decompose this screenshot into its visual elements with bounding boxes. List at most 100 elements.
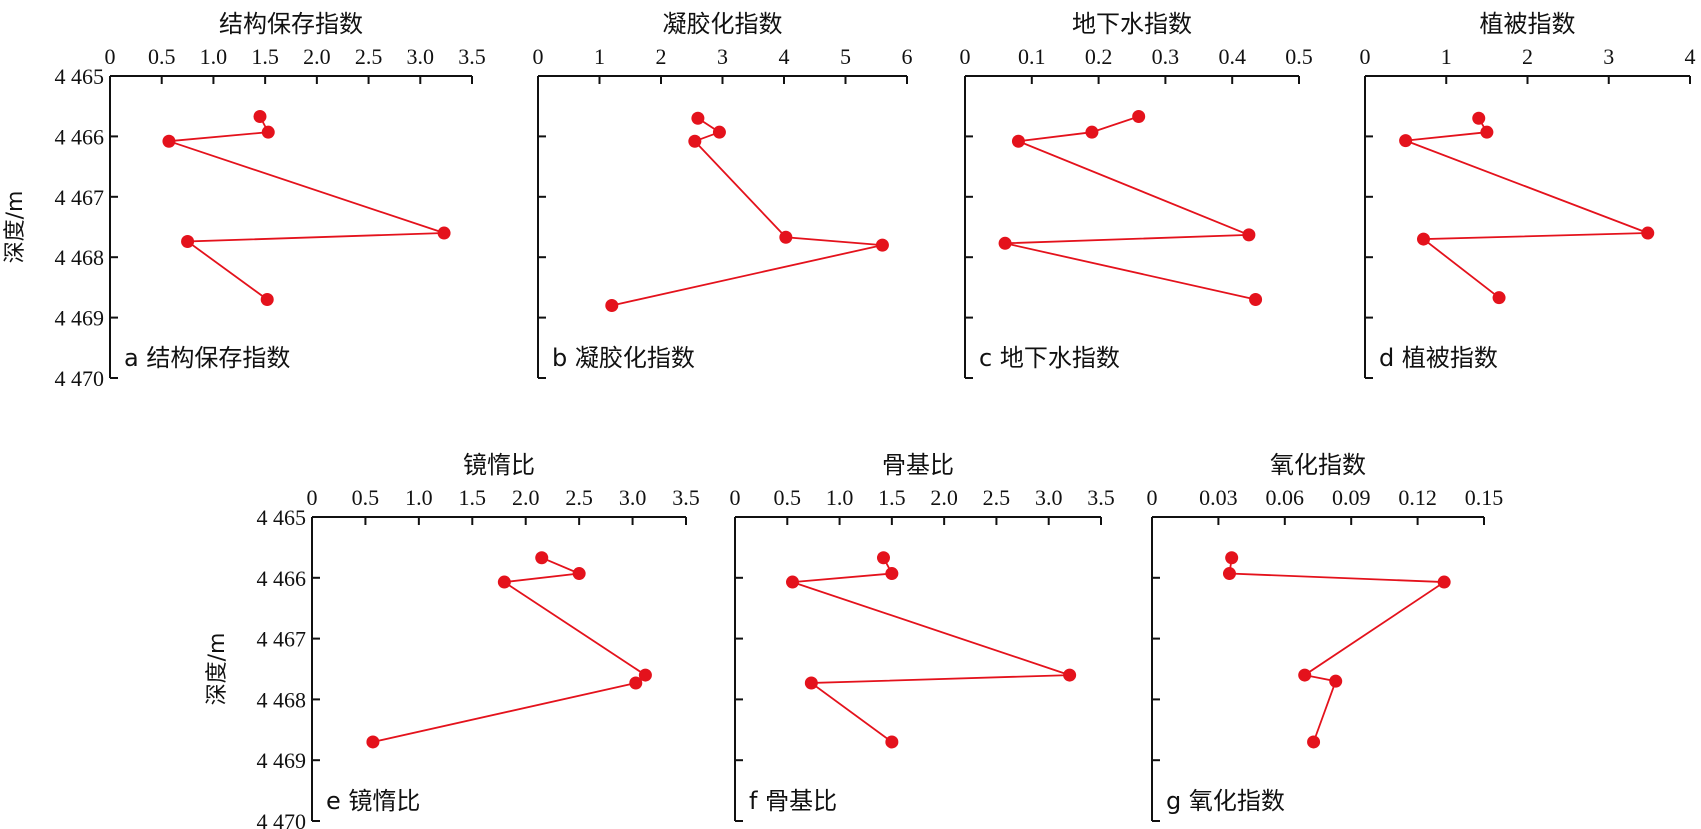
- x-tick-label: 0: [105, 44, 116, 69]
- x-tick-label: 1.5: [251, 44, 279, 69]
- series-line: [792, 557, 1070, 743]
- x-tick-label: 3.5: [458, 44, 486, 69]
- data-point: [1011, 134, 1025, 148]
- panel-title: 植被指数: [1480, 10, 1576, 38]
- panel-title: 骨基比: [882, 451, 954, 479]
- x-tick-label: 2.5: [565, 485, 593, 510]
- x-tick-label: 5: [840, 44, 851, 69]
- x-tick-label: 1.0: [200, 44, 228, 69]
- data-point: [162, 134, 176, 148]
- data-point: [1085, 125, 1099, 139]
- y-tick-label: 4 470: [257, 809, 307, 829]
- panel-title: 地下水指数: [1072, 10, 1192, 38]
- data-point: [1132, 109, 1146, 123]
- x-tick-label: 0: [1147, 485, 1158, 510]
- x-tick-label: 3: [717, 44, 728, 69]
- data-point: [1437, 575, 1451, 589]
- x-tick-label: 1: [594, 44, 605, 69]
- data-point: [253, 109, 267, 123]
- data-point: [1225, 551, 1239, 565]
- data-point: [629, 676, 643, 690]
- x-tick-label: 0: [307, 485, 318, 510]
- panel-4: 植被指数 0 1 2 3 4 d 植被指数: [1360, 10, 1696, 379]
- x-tick-label: 2: [1522, 44, 1533, 69]
- x-tick-label: 0.5: [774, 485, 802, 510]
- data-point: [804, 676, 818, 690]
- data-point: [535, 551, 549, 565]
- x-tick-label: 0.06: [1266, 485, 1305, 510]
- data-point: [1222, 567, 1236, 581]
- x-tick-label: 0.2: [1085, 44, 1113, 69]
- series-line: [372, 556, 647, 743]
- data-point: [1329, 674, 1343, 688]
- x-tick-label: 0.12: [1398, 485, 1437, 510]
- x-tick-label: 1.5: [459, 485, 487, 510]
- data-point: [605, 299, 619, 313]
- data-point: [638, 668, 652, 682]
- data-point: [1242, 228, 1256, 242]
- x-tick-label: 4: [1685, 44, 1696, 69]
- panel-label: a 结构保存指数: [124, 344, 290, 372]
- panel-label: e 镜惰比: [326, 787, 420, 815]
- data-point: [786, 575, 800, 589]
- y-tick-label: 4 466: [257, 566, 307, 591]
- data-point: [366, 735, 380, 749]
- x-tick-label: 0.5: [352, 485, 380, 510]
- data-point: [261, 125, 275, 139]
- data-point: [260, 292, 274, 306]
- x-tick-label: 3.5: [672, 485, 700, 510]
- x-tick-label: 3.0: [619, 485, 647, 510]
- data-point: [1399, 134, 1413, 148]
- x-tick-label: 0.5: [148, 44, 176, 69]
- x-tick-label: 3.0: [1035, 485, 1063, 510]
- panel-3: 地下水指数 0 0.1 0.2 0.3 0.4 0.5 c 地下水指数: [960, 10, 1313, 379]
- x-tick-label: 1: [1441, 44, 1452, 69]
- x-tick-label: 0.3: [1152, 44, 1180, 69]
- data-point: [497, 575, 511, 589]
- panel-label: d 植被指数: [1379, 344, 1498, 372]
- panel-2: 凝胶化指数 0 1 2 3 4 5 6 b 凝胶化指数: [533, 10, 913, 379]
- panel-title: 镜惰比: [463, 451, 535, 479]
- data-point: [885, 567, 899, 581]
- x-tick-label: 0.09: [1332, 485, 1371, 510]
- data-point: [998, 236, 1012, 250]
- x-tick-label: 0.5: [1285, 44, 1313, 69]
- data-point: [1417, 232, 1430, 246]
- y-tick-label: 4 465: [55, 64, 105, 89]
- y-tick-label: 4 468: [257, 687, 307, 712]
- data-point: [1307, 735, 1321, 749]
- x-tick-label: 2.5: [355, 44, 383, 69]
- series-line: [1405, 117, 1649, 299]
- panel-6: 骨基比 0 0.5 1.0 1.5 2.0 2.5 3.0 3.5 f 骨基比: [730, 451, 1115, 822]
- x-tick-label: 2.0: [930, 485, 958, 510]
- data-point: [1249, 292, 1263, 306]
- x-tick-label: 1.0: [405, 485, 433, 510]
- series-line: [168, 116, 445, 301]
- panel-label: f 骨基比: [749, 787, 837, 815]
- x-tick-label: 0.03: [1199, 485, 1238, 510]
- x-tick-label: 0.1: [1018, 44, 1046, 69]
- panel-5: 镜惰比 0 0.5 1.0 1.5 2.0 2.5 3.0 3.5 4 465 4 466 4 467…: [205, 451, 700, 829]
- data-point: [1480, 125, 1494, 139]
- y-axis-title: 深度/m: [205, 633, 230, 706]
- x-tick-label: 4: [779, 44, 790, 69]
- panel-label: g 氧化指数: [1166, 787, 1285, 815]
- x-tick-label: 2.0: [512, 485, 540, 510]
- x-tick-label: 3: [1603, 44, 1614, 69]
- x-tick-label: 0: [1360, 44, 1371, 69]
- series-line: [1004, 115, 1256, 301]
- data-point: [1472, 111, 1486, 125]
- y-tick-label: 4 470: [55, 366, 105, 391]
- data-point: [572, 567, 586, 581]
- x-tick-label: 0.4: [1218, 44, 1246, 69]
- panel-7: 氧化指数 0 0.03 0.06 0.09 0.12 0.15 g 氧化指数: [1147, 451, 1503, 822]
- panel-label: c 地下水指数: [979, 344, 1120, 372]
- x-tick-label: 2: [656, 44, 667, 69]
- data-point: [885, 735, 899, 749]
- y-axis-title: 深度/m: [3, 191, 28, 264]
- data-point: [1492, 291, 1506, 305]
- y-tick-label: 4 469: [55, 306, 105, 331]
- y-tick-label: 4 467: [55, 185, 105, 210]
- x-tick-label: 1.5: [878, 485, 906, 510]
